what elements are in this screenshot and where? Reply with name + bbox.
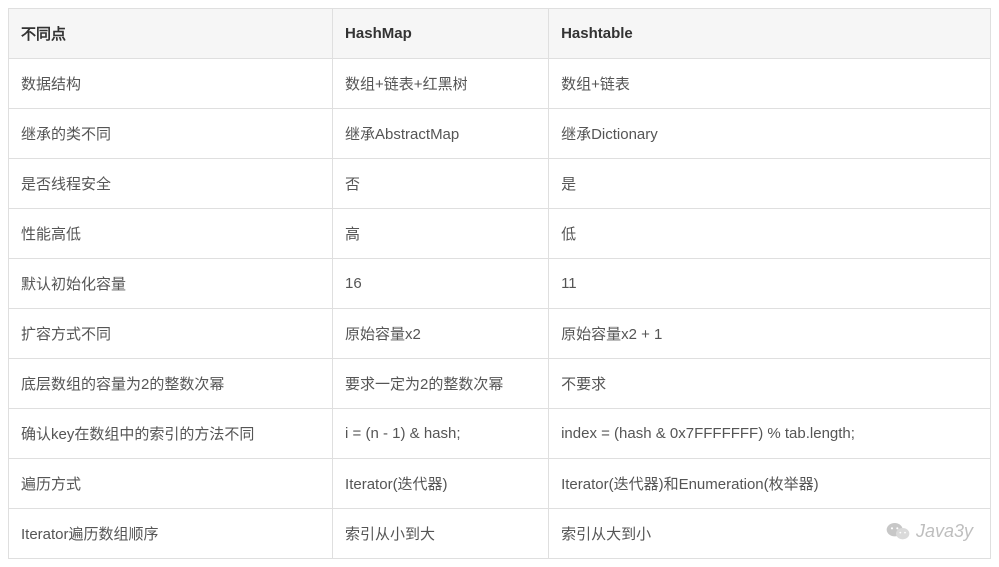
cell-hashmap: 索引从小到大 — [333, 509, 549, 559]
cell-label: 遍历方式 — [9, 459, 333, 509]
comparison-table-container: 不同点 HashMap Hashtable 数据结构 数组+链表+红黑树 数组+… — [8, 8, 991, 559]
cell-hashmap: 高 — [333, 209, 549, 259]
cell-hashtable: index = (hash & 0x7FFFFFFF) % tab.length… — [549, 409, 991, 459]
table-row: 扩容方式不同 原始容量x2 原始容量x2 + 1 — [9, 309, 991, 359]
cell-hashtable: 继承Dictionary — [549, 109, 991, 159]
cell-hashtable: 不要求 — [549, 359, 991, 409]
cell-hashmap: 继承AbstractMap — [333, 109, 549, 159]
table-row: 数据结构 数组+链表+红黑树 数组+链表 — [9, 59, 991, 109]
table-header-row: 不同点 HashMap Hashtable — [9, 9, 991, 59]
cell-hashtable: 11 — [549, 259, 991, 309]
table-row: 继承的类不同 继承AbstractMap 继承Dictionary — [9, 109, 991, 159]
table-row: 是否线程安全 否 是 — [9, 159, 991, 209]
cell-hashtable: 索引从大到小 — [549, 509, 991, 559]
cell-hashmap: 数组+链表+红黑树 — [333, 59, 549, 109]
cell-label: Iterator遍历数组顺序 — [9, 509, 333, 559]
cell-label: 默认初始化容量 — [9, 259, 333, 309]
table-row: 性能高低 高 低 — [9, 209, 991, 259]
cell-hashtable: 是 — [549, 159, 991, 209]
comparison-table: 不同点 HashMap Hashtable 数据结构 数组+链表+红黑树 数组+… — [8, 8, 991, 559]
cell-hashmap: 否 — [333, 159, 549, 209]
cell-hashmap: i = (n - 1) & hash; — [333, 409, 549, 459]
cell-hashtable: 低 — [549, 209, 991, 259]
cell-label: 继承的类不同 — [9, 109, 333, 159]
cell-hashtable: 原始容量x2 + 1 — [549, 309, 991, 359]
table-row: 底层数组的容量为2的整数次幂 要求一定为2的整数次幂 不要求 — [9, 359, 991, 409]
col-header-diff: 不同点 — [9, 9, 333, 59]
col-header-hashmap: HashMap — [333, 9, 549, 59]
cell-hashtable: Iterator(迭代器)和Enumeration(枚举器) — [549, 459, 991, 509]
table-row: Iterator遍历数组顺序 索引从小到大 索引从大到小 — [9, 509, 991, 559]
cell-hashmap: 原始容量x2 — [333, 309, 549, 359]
cell-label: 底层数组的容量为2的整数次幂 — [9, 359, 333, 409]
cell-hashmap: Iterator(迭代器) — [333, 459, 549, 509]
cell-label: 确认key在数组中的索引的方法不同 — [9, 409, 333, 459]
table-row: 确认key在数组中的索引的方法不同 i = (n - 1) & hash; in… — [9, 409, 991, 459]
cell-hashmap: 要求一定为2的整数次幂 — [333, 359, 549, 409]
cell-hashmap: 16 — [333, 259, 549, 309]
cell-label: 扩容方式不同 — [9, 309, 333, 359]
table-body: 数据结构 数组+链表+红黑树 数组+链表 继承的类不同 继承AbstractMa… — [9, 59, 991, 559]
table-row: 遍历方式 Iterator(迭代器) Iterator(迭代器)和Enumera… — [9, 459, 991, 509]
col-header-hashtable: Hashtable — [549, 9, 991, 59]
table-row: 默认初始化容量 16 11 — [9, 259, 991, 309]
cell-label: 数据结构 — [9, 59, 333, 109]
cell-label: 是否线程安全 — [9, 159, 333, 209]
cell-hashtable: 数组+链表 — [549, 59, 991, 109]
cell-label: 性能高低 — [9, 209, 333, 259]
